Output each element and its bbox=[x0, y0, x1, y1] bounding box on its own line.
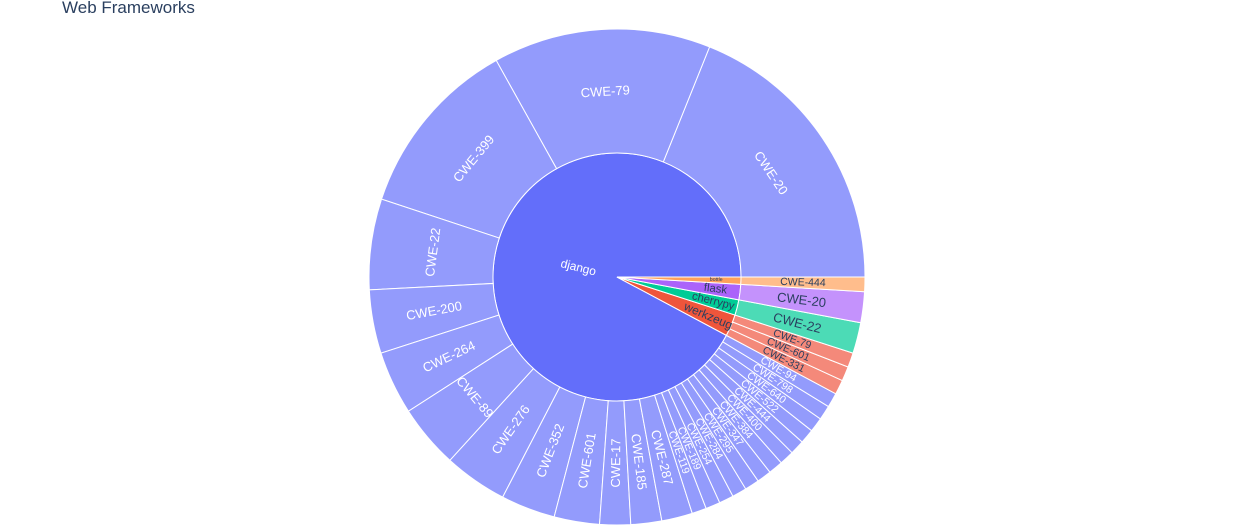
sunburst-segment-django-cwe-264[interactable] bbox=[380, 314, 514, 412]
sunburst-segment-django-cwe-347[interactable] bbox=[686, 373, 771, 482]
sunburst-segment-django-cwe-189[interactable] bbox=[660, 389, 721, 510]
sunburst-segment-bottle-cwe-444[interactable] bbox=[740, 276, 866, 293]
sunburst-segment-django-cwe-352[interactable] bbox=[502, 386, 587, 518]
parent-label-bottle: bottle bbox=[710, 277, 723, 283]
sunburst-segment-werkzeug-cwe-601[interactable] bbox=[729, 321, 849, 382]
sunburst-segment-cherrypy-cwe-22[interactable] bbox=[734, 299, 862, 354]
sunburst-segment-werkzeug-cwe-331[interactable] bbox=[725, 328, 844, 395]
sunburst-segment-werkzeug-cwe-79[interactable] bbox=[731, 314, 854, 368]
sunburst-segment-django-cwe-522[interactable] bbox=[708, 353, 813, 443]
segment-label-django-cwe-79: CWE-79 bbox=[580, 82, 630, 100]
segment-label-bottle-cwe-444: CWE-444 bbox=[780, 276, 826, 289]
segment-label-flask-cwe-20: CWE-20 bbox=[776, 289, 827, 310]
sunburst-segment-django-cwe-200[interactable] bbox=[368, 282, 500, 354]
sunburst-segment-django-cwe-444[interactable] bbox=[703, 358, 803, 454]
sunburst-segment-django-cwe-276[interactable] bbox=[449, 367, 561, 498]
sunburst-segment-django-cwe-22[interactable] bbox=[368, 198, 500, 291]
sunburst-segment-django-cwe-601[interactable] bbox=[553, 396, 609, 525]
sunburst-segment-django-cwe-20[interactable] bbox=[662, 46, 866, 278]
sunburst-segment-django-cwe-119[interactable] bbox=[653, 392, 707, 514]
sunburst-segment-django-cwe-185[interactable] bbox=[623, 398, 663, 525]
sunburst-segment-django-cwe-295[interactable] bbox=[680, 378, 759, 490]
segment-label-django-cwe-17: CWE-17 bbox=[608, 438, 623, 487]
sunburst-segment-django-cwe-798[interactable] bbox=[718, 341, 830, 420]
sunburst-segment-django-cwe-254[interactable] bbox=[667, 385, 734, 504]
segment-label-django-cwe-185: CWE-185 bbox=[628, 433, 650, 491]
sunburst-segment-django-cwe-79[interactable] bbox=[495, 28, 711, 170]
sunburst-segment-django-cwe-640[interactable] bbox=[713, 347, 822, 432]
sunburst-segment-django-cwe-400[interactable] bbox=[698, 364, 793, 464]
sunburst-segment-django-cwe-287[interactable] bbox=[638, 394, 693, 522]
sunburst-segment-django-cwe-94[interactable] bbox=[722, 334, 837, 408]
sunburst-segment-django-cwe-89[interactable] bbox=[407, 343, 535, 462]
sunburst-segment-django-cwe-399[interactable] bbox=[380, 59, 558, 239]
sunburst-segment-django-cwe-284[interactable] bbox=[674, 382, 747, 497]
chart-title: Web Frameworks bbox=[62, 0, 195, 17]
sunburst-segment-django-cwe-384[interactable] bbox=[692, 369, 783, 473]
sunburst-segment-flask-cwe-20[interactable] bbox=[738, 283, 866, 324]
parent-label-flask: flask bbox=[703, 282, 728, 297]
segment-label-django-cwe-22: CWE-22 bbox=[422, 227, 443, 278]
